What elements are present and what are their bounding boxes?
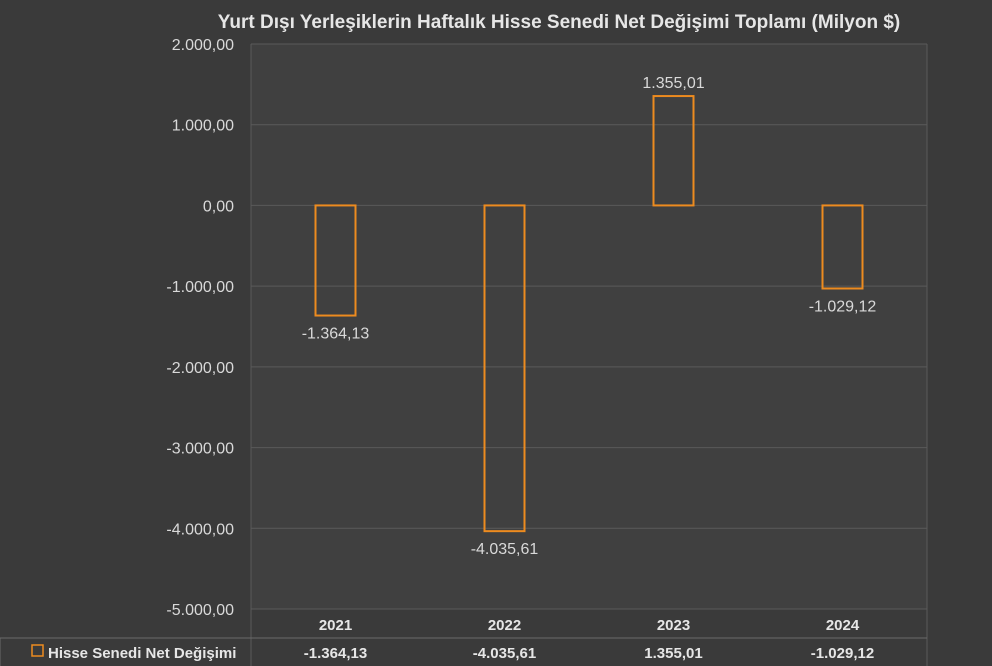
data-label: -1.029,12 xyxy=(809,298,877,315)
y-tick-label: -2.000,00 xyxy=(166,360,234,377)
y-tick-label: -3.000,00 xyxy=(166,441,234,458)
y-tick-label: -4.000,00 xyxy=(166,521,234,538)
category-label: 2024 xyxy=(826,617,860,634)
category-label: 2023 xyxy=(657,617,690,634)
plot-background xyxy=(251,44,927,609)
y-tick-label: 2.000,00 xyxy=(172,37,234,54)
table-value: 1.355,01 xyxy=(644,645,702,662)
bar-2024 xyxy=(821,204,864,290)
data-label: 1.355,01 xyxy=(642,75,704,92)
y-tick-label: 1.000,00 xyxy=(172,118,234,135)
data-label: -1.364,13 xyxy=(302,326,370,343)
table-value: -4.035,61 xyxy=(473,645,536,662)
legend-key xyxy=(31,644,44,657)
y-tick-label: 0,00 xyxy=(203,198,234,215)
data-table: 2021 -1.364,13 2022 -4.035,61 2023 1.355,01 20… xyxy=(0,44,928,666)
data-label: -4.035,61 xyxy=(471,541,539,558)
category-label: 2022 xyxy=(488,617,521,634)
bar-2022 xyxy=(483,204,526,533)
y-tick-label: -5.000,00 xyxy=(166,602,234,619)
plot-area: 2.000,00 1.000,00 0,00 -1.000,00 -2.000,00 -3… xyxy=(0,37,928,666)
table-value: -1.029,12 xyxy=(811,645,874,662)
y-tick-label: -1.000,00 xyxy=(166,279,234,296)
bar-2023 xyxy=(652,95,695,207)
category-label: 2021 xyxy=(319,617,352,634)
bar-2021 xyxy=(314,204,357,317)
chart-title: Yurt Dışı Yerleşiklerin Haftalık Hisse S… xyxy=(218,12,900,33)
legend-label: Hisse Senedi Net Değişimi xyxy=(48,645,236,662)
table-value: -1.364,13 xyxy=(304,645,367,662)
